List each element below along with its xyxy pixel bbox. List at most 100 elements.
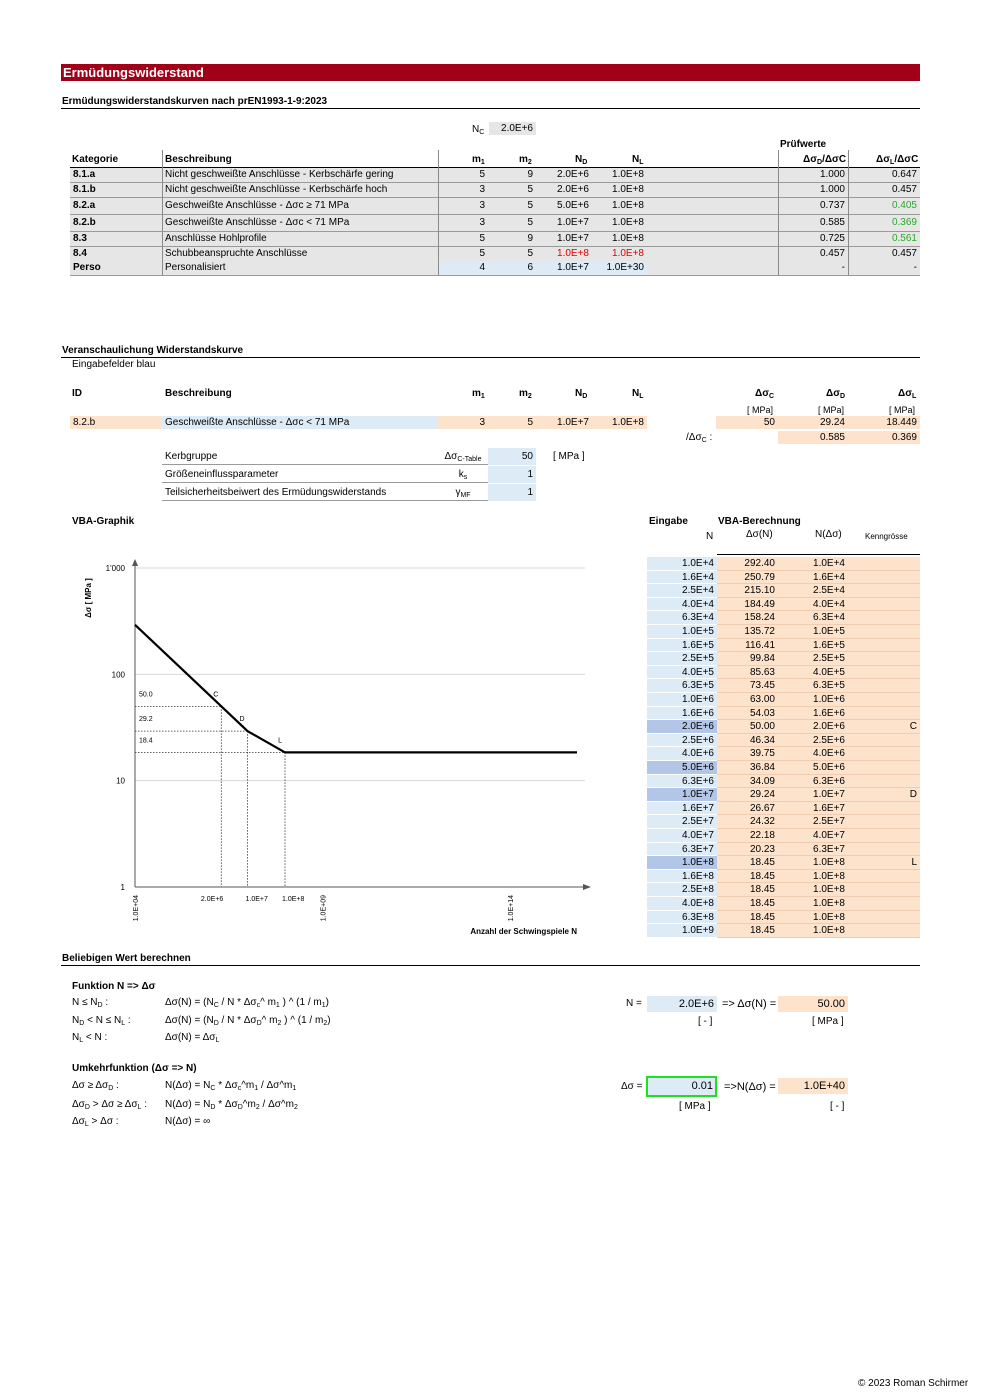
param-value[interactable]: 1	[488, 484, 536, 501]
vba-n[interactable]: 4.0E+8	[647, 897, 717, 911]
ds-input[interactable]: 0.01	[646, 1076, 717, 1097]
col-m2-2: m2	[519, 388, 532, 400]
col-divider	[778, 150, 779, 275]
nc-label: NC	[472, 124, 485, 136]
vba-n[interactable]: 2.5E+4	[647, 584, 717, 598]
col-m2: m2	[519, 154, 532, 166]
vba-dsn: 18.45	[717, 924, 778, 938]
param-label: Kerbgruppe	[162, 448, 438, 465]
vba-kenngroesse	[848, 570, 920, 585]
vba-n[interactable]: 6.3E+5	[647, 679, 717, 693]
vba-n[interactable]: 2.5E+6	[647, 733, 717, 748]
vba-nds: 6.3E+5	[778, 679, 848, 693]
vba-n[interactable]: 1.0E+9	[647, 924, 717, 938]
vba-n[interactable]: 6.3E+6	[647, 774, 717, 789]
vba-n[interactable]: 4.0E+6	[647, 747, 717, 761]
vba-n[interactable]: 6.3E+8	[647, 910, 717, 925]
vba-kenngroesse	[848, 597, 920, 612]
vba-dsn: 99.84	[717, 652, 778, 666]
cat-nd: 2.0E+6	[536, 168, 592, 182]
cat-id: 8.2.a	[70, 198, 162, 214]
vba-n[interactable]: 1.0E+7	[647, 788, 717, 802]
cat-ratio-d: 1.000	[778, 183, 848, 197]
vba-kenngroesse	[848, 693, 920, 707]
formula-condition: NL < N :	[72, 1032, 108, 1044]
selected-dsc: 50	[716, 416, 778, 429]
unit-dsd: [ MPa]	[818, 405, 845, 415]
cat-m2[interactable]: 6	[488, 261, 536, 275]
n-input[interactable]: 2.0E+6	[647, 996, 717, 1012]
param-value[interactable]: 50	[488, 448, 536, 465]
vba-kenngroesse	[848, 557, 920, 571]
vba-n[interactable]: 6.3E+7	[647, 842, 717, 857]
col-divider	[162, 150, 163, 275]
cat-nd: 1.0E+7	[536, 232, 592, 246]
cat-ratio-d: -	[778, 261, 848, 275]
formula-expression: Δσ(N) = ΔσL	[165, 1032, 220, 1044]
cat-nd: 2.0E+6	[536, 183, 592, 197]
vba-dsn: 22.18	[717, 829, 778, 843]
cat-id: 8.1.b	[70, 183, 162, 197]
vba-n[interactable]: 1.6E+5	[647, 638, 717, 653]
vba-dsn: 46.34	[717, 733, 778, 748]
param-value[interactable]: 1	[488, 466, 536, 483]
vba-n[interactable]: 2.5E+7	[647, 815, 717, 829]
eingabe-hint: Eingabefelder blau	[72, 359, 156, 370]
vba-n[interactable]: 1.0E+6	[647, 693, 717, 707]
vba-n[interactable]: 1.6E+8	[647, 869, 717, 884]
vba-n[interactable]: 6.3E+4	[647, 611, 717, 625]
cat-nl: 1.0E+8	[592, 168, 647, 182]
vba-n[interactable]: 4.0E+4	[647, 597, 717, 612]
y-mark-label: 50.0	[139, 691, 153, 698]
vba-n[interactable]: 2.0E+6	[647, 720, 717, 734]
cat-nd: 1.0E+7	[536, 215, 592, 231]
vba-n[interactable]: 4.0E+5	[647, 665, 717, 680]
vba-n[interactable]: 1.0E+5	[647, 625, 717, 639]
resistance-chart: 1'000 100 10 1 1.0E+04 1.0E+09 1.0E+14 Δσ [ MPa…	[84, 559, 591, 936]
vba-n[interactable]: 1.0E+8	[647, 856, 717, 870]
formula-expression: N(Δσ) = ND * ΔσD^m2 / Δσ^m2	[165, 1099, 298, 1111]
cat-nd: 1.0E+8	[536, 247, 592, 261]
cat-m1: 5	[438, 247, 488, 261]
cat-spacer	[647, 198, 778, 214]
cat-ratio-l: 0.405	[848, 198, 920, 214]
col-m1-2: m1	[472, 388, 485, 400]
cat-nl[interactable]: 1.0E+30	[592, 261, 647, 275]
selected-dsd: 29.24	[778, 416, 848, 429]
vba-nds: 1.6E+4	[778, 570, 848, 585]
row-divider	[70, 275, 920, 276]
ds-input-label: Δσ =	[621, 1081, 643, 1092]
ds-result: 50.00	[778, 996, 848, 1012]
cat-m1[interactable]: 4	[438, 261, 488, 275]
selected-id[interactable]: 8.2.b	[70, 416, 162, 429]
param-label: Größeneinflussparameter	[162, 466, 438, 483]
y-tick-label: 1'000	[106, 564, 126, 573]
row-divider	[70, 197, 920, 198]
vba-nds: 1.0E+8	[778, 856, 848, 870]
cat-nd[interactable]: 1.0E+7	[536, 261, 592, 275]
vba-n[interactable]: 2.5E+5	[647, 652, 717, 666]
formula-condition: ΔσL > Δσ :	[72, 1116, 119, 1128]
vba-col-n: N	[706, 531, 714, 542]
vba-dsn: 250.79	[717, 570, 778, 585]
cat-spacer	[647, 247, 778, 261]
formula-expression: N(Δσ) = ∞	[165, 1116, 211, 1127]
vba-n[interactable]: 5.0E+6	[647, 761, 717, 775]
param-symbol: γMF	[438, 484, 488, 501]
vba-n[interactable]: 1.0E+4	[647, 557, 717, 571]
vba-n[interactable]: 1.6E+6	[647, 706, 717, 721]
vba-nds: 5.0E+6	[778, 761, 848, 775]
cat-id: Perso	[70, 261, 162, 275]
vba-kenngroesse	[848, 869, 920, 884]
cat-ratio-l: 0.647	[848, 168, 920, 182]
vba-n[interactable]: 1.6E+4	[647, 570, 717, 585]
vba-n[interactable]: 1.6E+7	[647, 801, 717, 816]
vba-n[interactable]: 2.5E+8	[647, 883, 717, 897]
x-mark-label: 2.0E+6	[201, 896, 223, 903]
col-kategorie: Kategorie	[72, 154, 119, 165]
ds-result-unit: [ - ]	[830, 1101, 845, 1112]
row-divider	[70, 246, 920, 247]
vba-dsn: 18.45	[717, 897, 778, 911]
vba-n[interactable]: 4.0E+7	[647, 829, 717, 843]
vba-dsn: 18.45	[717, 883, 778, 897]
